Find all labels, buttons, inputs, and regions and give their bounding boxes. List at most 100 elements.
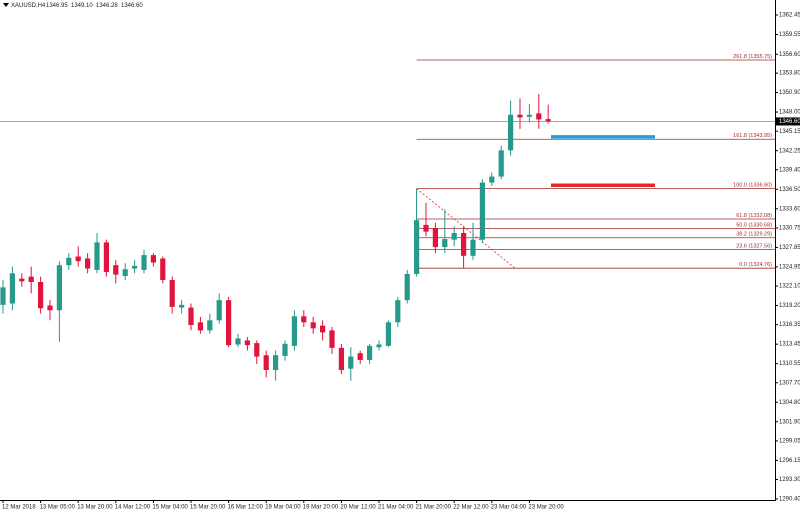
x-tick-label: 15 Mar 04:00 bbox=[152, 505, 188, 511]
candle-body bbox=[489, 176, 495, 183]
y-tick-label: 1293.30 bbox=[779, 477, 800, 483]
candle-body bbox=[442, 239, 448, 248]
y-tick-label: 1307.70 bbox=[779, 380, 800, 386]
y-tick-label: 1330.75 bbox=[779, 226, 800, 232]
x-tick-label: 14 Mar 12:00 bbox=[115, 505, 151, 511]
y-tick-label: 1350.90 bbox=[779, 90, 800, 96]
y-tick-label: 1299.05 bbox=[779, 438, 800, 444]
candle-body bbox=[38, 282, 44, 309]
candle-body bbox=[273, 355, 279, 371]
candle-body bbox=[226, 300, 232, 346]
y-tick-label: 1322.10 bbox=[779, 284, 800, 290]
y-tick-label: 1356.60 bbox=[779, 52, 800, 58]
candle-body bbox=[141, 255, 147, 270]
header-ohlc: 1346.28 bbox=[96, 3, 118, 9]
fib-label: 61.8 (1332.08) bbox=[736, 213, 772, 219]
candle-body bbox=[451, 232, 457, 240]
candle-body bbox=[150, 255, 156, 263]
fib-label: 261.8 (1355.75) bbox=[733, 54, 772, 60]
candle-body bbox=[235, 338, 241, 345]
candle-body bbox=[160, 258, 166, 280]
candle-body bbox=[338, 347, 344, 371]
candle-body bbox=[367, 345, 373, 360]
candle-body bbox=[498, 150, 504, 177]
candle-body bbox=[329, 330, 335, 348]
fib-label: 50.0 (1330.68) bbox=[736, 222, 772, 228]
candle-body bbox=[19, 278, 25, 282]
candle-body bbox=[94, 242, 100, 270]
y-tick-label: 1316.35 bbox=[779, 322, 800, 328]
candle-body bbox=[28, 276, 34, 283]
candle-body bbox=[188, 307, 194, 326]
candle-body bbox=[536, 113, 542, 120]
y-tick-label: 1333.60 bbox=[779, 206, 800, 212]
header-ohlc: 1349.10 bbox=[71, 3, 93, 9]
candle-body bbox=[103, 242, 109, 272]
y-tick-label: 1301.90 bbox=[779, 419, 800, 425]
candle-body bbox=[423, 224, 429, 232]
candle-body bbox=[263, 355, 269, 371]
y-tick-label: 1336.50 bbox=[779, 187, 800, 193]
x-tick-label: 23 Mar 04:00 bbox=[491, 505, 527, 511]
candle-body bbox=[122, 269, 128, 276]
candle-body bbox=[320, 325, 326, 333]
candle-body bbox=[254, 343, 260, 357]
header-ohlc: 1346.95 bbox=[46, 3, 68, 9]
x-tick-label: 19 Mar 04:00 bbox=[265, 505, 301, 511]
y-tick-label: 1345.15 bbox=[779, 129, 800, 135]
x-tick-label: 13 Mar 05:00 bbox=[40, 505, 76, 511]
candle-body bbox=[385, 322, 391, 346]
candle-body bbox=[301, 316, 307, 323]
candle-body bbox=[404, 273, 410, 301]
candle-body bbox=[470, 239, 476, 256]
candle-body bbox=[395, 300, 401, 323]
candle-body bbox=[479, 182, 485, 240]
bid-box bbox=[776, 117, 800, 126]
x-tick-label: 22 Mar 12:00 bbox=[453, 505, 489, 511]
candle-body bbox=[75, 256, 81, 262]
header-ohlc: 1346.60 bbox=[121, 3, 143, 9]
y-tick-label: 1362.45 bbox=[779, 13, 800, 19]
x-tick-label: 13 Mar 20:00 bbox=[77, 505, 113, 511]
y-tick-label: 1327.85 bbox=[779, 245, 800, 251]
fib-label: 100.0 (1336.60) bbox=[733, 183, 772, 189]
fib-label: 161.8 (1343.95) bbox=[733, 133, 772, 139]
y-tick-label: 1342.25 bbox=[779, 148, 800, 154]
header-arrow bbox=[3, 3, 9, 7]
x-tick-label: 12 Mar 2018 bbox=[2, 505, 36, 511]
candle-body bbox=[113, 265, 119, 275]
candle-body bbox=[132, 265, 138, 269]
y-tick-label: 1290.40 bbox=[779, 497, 800, 503]
x-tick-label: 21 Mar 04:00 bbox=[378, 505, 414, 511]
y-tick-label: 1353.80 bbox=[779, 71, 800, 77]
y-tick-label: 1310.55 bbox=[779, 361, 800, 367]
fib-label: 38.2 (1329.29) bbox=[736, 232, 772, 238]
candle-body bbox=[56, 265, 62, 311]
candle-body bbox=[0, 287, 6, 305]
candle-body bbox=[310, 322, 316, 329]
bid-label: 1346.60 bbox=[779, 119, 800, 125]
candle-body bbox=[291, 316, 297, 346]
x-tick-label: 23 Mar 20:00 bbox=[528, 505, 564, 511]
candle-body bbox=[432, 228, 438, 248]
y-tick-label: 1348.00 bbox=[779, 110, 800, 116]
candle-body bbox=[508, 114, 514, 151]
candle-body bbox=[461, 232, 467, 256]
x-tick-label: 19 Mar 20:00 bbox=[303, 505, 339, 511]
fib-label: 23.6 (1327.56) bbox=[736, 243, 772, 249]
candle-body bbox=[47, 305, 53, 311]
candle-body bbox=[357, 353, 363, 360]
y-tick-label: 1324.95 bbox=[779, 264, 800, 270]
x-tick-label: 15 Mar 20:00 bbox=[190, 505, 226, 511]
y-tick-label: 1319.20 bbox=[779, 303, 800, 309]
candle-body bbox=[282, 343, 288, 356]
candle-body bbox=[216, 300, 222, 321]
candle-body bbox=[376, 344, 382, 348]
x-tick-label: 16 Mar 12:00 bbox=[228, 505, 264, 511]
fib-label: 0.0 (1324.76) bbox=[739, 262, 772, 268]
y-tick-label: 1359.55 bbox=[779, 32, 800, 38]
candle-body bbox=[545, 119, 551, 122]
